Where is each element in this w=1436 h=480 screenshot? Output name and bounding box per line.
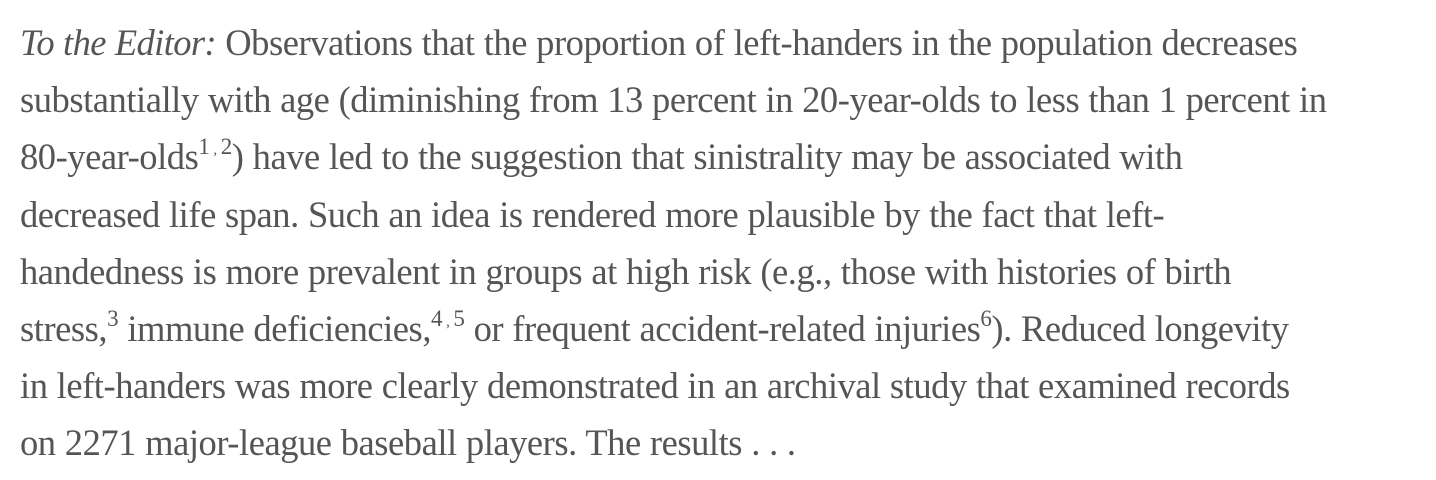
line-text: stress, (20, 308, 108, 350)
line-text: substantially with age (diminishing from… (20, 79, 1327, 121)
letter-excerpt: To the Editor: Observations that the pro… (20, 14, 1430, 472)
reference-3[interactable]: 3 (107, 305, 119, 331)
line-text: Observations that the proportion of left… (216, 22, 1298, 63)
reference-4[interactable]: 4 (431, 305, 443, 331)
line-text: or frequent accident-related injuries (464, 308, 981, 350)
line-text: handedness is more prevalent in groups a… (20, 250, 1232, 292)
line-text: on 2271 major-league baseball players. T… (20, 422, 796, 464)
line-text: ). Reduced longevity (991, 308, 1289, 350)
line-5: handedness is more prevalent in groups a… (20, 243, 1430, 300)
reference-5[interactable]: 5 (453, 305, 465, 331)
reference-6[interactable]: 6 (980, 305, 992, 331)
line-4: decreased life span. Such an idea is ren… (20, 186, 1430, 243)
line-text: in left-handers was more clearly demonst… (20, 365, 1290, 407)
line-text: 80-year-olds (20, 136, 199, 178)
line-text: ) have led to the suggestion that sinist… (231, 136, 1183, 178)
line-3: 80-year-olds1, 2) have led to the suggest… (20, 128, 1430, 185)
reference-separator: , (446, 313, 450, 330)
line-7: in left-handers was more clearly demonst… (20, 357, 1430, 414)
line-2: substantially with age (diminishing from… (20, 71, 1430, 128)
line-1: To the Editor: Observations that the pro… (20, 14, 1430, 71)
line-text: decreased life span. Such an idea is ren… (20, 193, 1165, 235)
reference-2[interactable]: 2 (220, 134, 233, 160)
reference-separator: , (213, 142, 217, 159)
line-8: on 2271 major-league baseball players. T… (20, 414, 1430, 471)
line-text: immune deficiencies, (118, 308, 431, 350)
salutation: To the Editor: (20, 22, 217, 63)
reference-1[interactable]: 1 (198, 134, 210, 160)
line-6: stress,3 immune deficiencies,4, 5 or freq… (20, 300, 1430, 357)
